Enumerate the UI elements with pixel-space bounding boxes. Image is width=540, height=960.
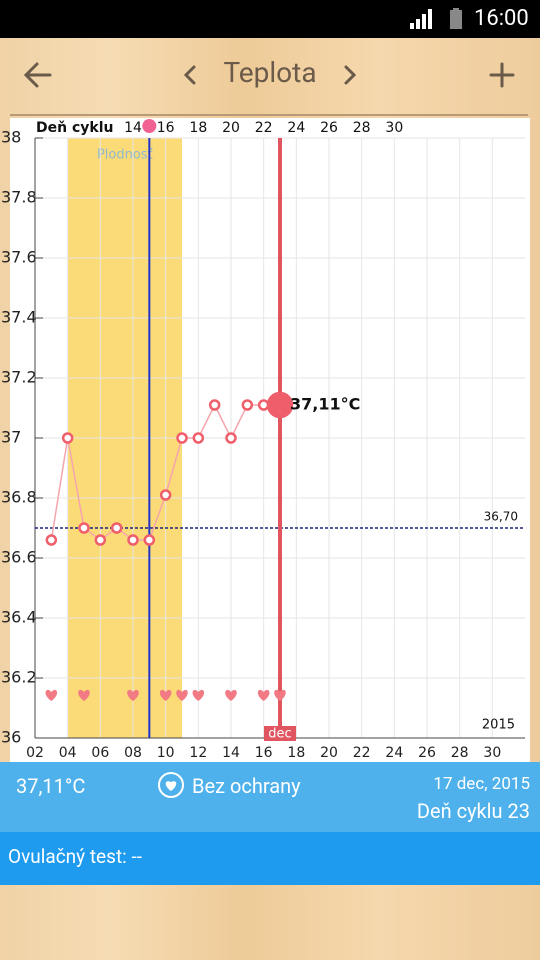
year-label: 2015 <box>482 718 515 733</box>
x-tick-label: 10 <box>157 745 175 761</box>
temperature-point <box>159 489 172 501</box>
y-tick-label: 37.2 <box>1 368 37 387</box>
cycle-tick-label: 20 <box>222 120 240 136</box>
temperature-point <box>225 432 237 444</box>
y-tick-label: 36.8 <box>1 488 37 507</box>
y-tick-label: 36.4 <box>1 608 37 627</box>
temperature-point <box>143 534 156 546</box>
x-tick-label: 02 <box>26 745 44 761</box>
intercourse-heart <box>257 689 270 701</box>
cycle-tick-label: 14 <box>124 120 142 136</box>
y-tick-label: 36 <box>1 728 21 747</box>
prev-button[interactable] <box>183 65 196 85</box>
cycle-tick-label: 26 <box>320 120 338 136</box>
back-button[interactable] <box>23 62 52 88</box>
clock: 16:00 <box>474 6 529 31</box>
cycle-tick-label: 18 <box>189 120 207 136</box>
y-tick-label: 36.2 <box>1 668 37 687</box>
x-tick-label: 06 <box>91 745 109 761</box>
intercourse-heart <box>274 689 286 701</box>
temperature-point <box>61 432 74 444</box>
cycle-axis-label: Deň cyklu <box>36 120 113 136</box>
footer <box>0 885 540 960</box>
x-tick-label: 28 <box>451 745 469 761</box>
y-tick-label: 37.4 <box>1 308 37 327</box>
temperature-point <box>127 534 139 546</box>
value-label: 37,11°C <box>290 395 360 414</box>
y-tick-label: 37.6 <box>1 248 37 267</box>
cycle-tick-label: 16 <box>157 120 175 136</box>
protection: Bez ochrany <box>192 774 301 798</box>
x-tick-label: 04 <box>59 745 77 761</box>
temperature-point <box>208 399 221 411</box>
ovulation-test-label: Ovulačný test: -- <box>8 845 142 868</box>
intercourse-heart <box>192 689 205 701</box>
status-icons <box>410 8 462 29</box>
protection-icon <box>158 772 184 798</box>
cycle-tick-label: 24 <box>287 120 305 136</box>
x-tick-label: 30 <box>483 745 501 761</box>
temperature: 37,11°C <box>16 774 86 798</box>
x-tick-label: 16 <box>255 745 273 761</box>
next-button[interactable] <box>344 65 357 85</box>
ovulation-marker <box>142 119 157 133</box>
chart: Plodnosť 36 36.2 36.4 36.6 36.8 37 37.2 37.4 37.6… <box>1 119 525 761</box>
intercourse-heart <box>127 689 139 701</box>
y-tick-label: 37.8 <box>1 188 37 207</box>
temperature-point <box>266 391 294 419</box>
cycle-tick-label: 22 <box>255 120 273 136</box>
x-tick-label: 12 <box>189 745 207 761</box>
y-tick-label: 36.6 <box>1 548 37 567</box>
temperature-point <box>192 432 205 444</box>
temperature-point <box>110 522 123 534</box>
y-tick-label: 38 <box>1 128 21 147</box>
temperature-point <box>176 432 188 444</box>
y-tick-label: 37 <box>1 428 21 447</box>
x-tick-label: 18 <box>287 745 305 761</box>
intercourse-heart <box>78 689 90 701</box>
x-tick-label: 08 <box>124 745 142 761</box>
temperature-point <box>94 534 107 546</box>
coverline-label: 36,70 <box>484 510 518 524</box>
ovulation-test[interactable]: Ovulačný test: -- <box>0 832 540 885</box>
cycle-day: Deň cyklu 23 <box>416 799 530 823</box>
x-tick-label: 20 <box>320 745 338 761</box>
intercourse-heart <box>176 689 188 701</box>
x-tick-label: 22 <box>353 745 371 761</box>
summary-bar: 37,11°C Bez ochrany 17 dec, 2015 Deň cyk… <box>0 762 540 832</box>
toolbar-icons <box>10 62 528 116</box>
toolbar-title: Teplota <box>223 56 317 89</box>
x-tick-label: 26 <box>418 745 436 761</box>
intercourse-heart <box>225 689 237 701</box>
x-tick-label: 14 <box>222 745 240 761</box>
selected-month-label: dec <box>268 727 291 742</box>
cycle-tick-label: 28 <box>353 120 371 136</box>
cycle-tick-label: 30 <box>385 120 403 136</box>
intercourse-heart <box>159 689 172 701</box>
date: 17 dec, 2015 <box>433 774 530 794</box>
intercourse-heart <box>45 689 58 701</box>
temperature-point <box>78 522 90 534</box>
status-bar: 16:00 <box>0 0 540 38</box>
fertile-label: Plodnosť <box>97 148 153 163</box>
selected-day-tag <box>264 726 296 741</box>
temperature-point <box>45 534 58 546</box>
add-button[interactable] <box>489 62 515 88</box>
x-tick-label: 24 <box>385 745 403 761</box>
toolbar: Teplota <box>0 38 540 118</box>
temperature-point <box>241 399 254 411</box>
